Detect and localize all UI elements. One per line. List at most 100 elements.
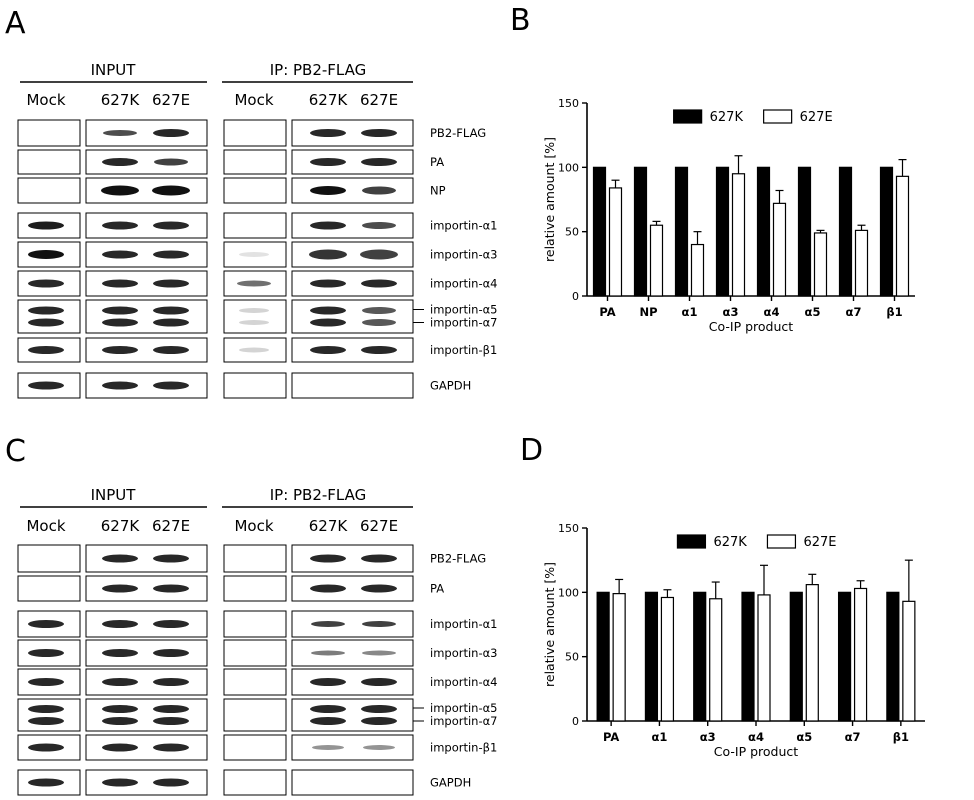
blot-strip-box bbox=[85, 299, 208, 334]
protein-band bbox=[102, 279, 138, 288]
protein-band bbox=[361, 279, 397, 288]
protein-band bbox=[102, 584, 138, 593]
protein-label: PB2-FLAG bbox=[430, 126, 486, 140]
blot-strip-box bbox=[223, 698, 287, 732]
protein-band bbox=[102, 778, 138, 787]
protein-band bbox=[153, 554, 189, 563]
blot-strip-box bbox=[223, 734, 287, 761]
lane-label: 627E bbox=[152, 91, 190, 109]
panel-label-c: C bbox=[5, 434, 26, 469]
protein-band bbox=[28, 306, 64, 315]
protein-band bbox=[153, 346, 189, 354]
lane-label: Mock bbox=[234, 91, 273, 109]
bar-627E bbox=[854, 229, 869, 297]
blot-strip-box bbox=[223, 212, 287, 239]
lane-label: Mock bbox=[26, 91, 65, 109]
blot-strip-box bbox=[223, 639, 287, 667]
blot-strip-box bbox=[17, 177, 81, 204]
protein-band bbox=[28, 649, 64, 657]
protein-band bbox=[362, 621, 396, 627]
x-axis-title: Co-IP product bbox=[714, 744, 798, 759]
panel-label-a: A bbox=[5, 6, 26, 41]
protein-band bbox=[153, 649, 189, 657]
blot-strip-box bbox=[291, 769, 414, 796]
protein-band bbox=[363, 745, 395, 750]
blot-strip-box bbox=[291, 299, 414, 334]
blot-strip-box bbox=[17, 698, 81, 732]
western-blot-c: INPUT IP: PB2-FLAG Mock 627K 627E Mock 627K 627… bbox=[17, 486, 498, 796]
protein-band bbox=[310, 584, 346, 593]
western-blot-a: INPUT IP: PB2-FLAG Mock 627K 627E Mock 627K 627… bbox=[17, 61, 498, 399]
blot-strip-box bbox=[17, 119, 81, 147]
bar-627K bbox=[693, 591, 707, 722]
bar-627E bbox=[731, 173, 746, 297]
lane-label: 627E bbox=[360, 91, 398, 109]
protein-band bbox=[28, 678, 64, 686]
blot-row bbox=[17, 610, 414, 638]
bar-627K bbox=[596, 591, 610, 722]
protein-band bbox=[362, 186, 396, 195]
blot-row bbox=[17, 698, 414, 732]
category-label: α5 bbox=[805, 305, 821, 319]
ip-header: IP: PB2-FLAG bbox=[270, 61, 367, 79]
lane-label: 627K bbox=[101, 91, 141, 109]
category-label: α4 bbox=[748, 730, 764, 744]
protein-label: PA bbox=[430, 155, 444, 169]
legend-swatch bbox=[763, 109, 793, 124]
protein-band bbox=[102, 717, 138, 725]
lane-label: 627K bbox=[309, 91, 349, 109]
category-label: α7 bbox=[846, 305, 862, 319]
y-tick-label: 50 bbox=[565, 651, 579, 664]
protein-band bbox=[28, 381, 64, 390]
protein-band bbox=[28, 778, 64, 787]
bar-627K bbox=[674, 166, 689, 297]
protein-label: importin-α3 bbox=[430, 248, 498, 262]
protein-band bbox=[310, 678, 346, 686]
protein-band bbox=[28, 620, 64, 628]
bar-627E bbox=[853, 587, 868, 722]
category-label: β1 bbox=[886, 305, 902, 319]
bar-627E bbox=[649, 224, 664, 297]
lane-label: 627E bbox=[152, 517, 190, 535]
blot-row bbox=[17, 241, 414, 268]
protein-band bbox=[310, 717, 346, 725]
protein-band bbox=[310, 158, 346, 166]
protein-band bbox=[361, 584, 397, 593]
protein-band bbox=[239, 347, 269, 353]
legend-swatch bbox=[673, 109, 703, 124]
blot-strip-box bbox=[85, 698, 208, 732]
protein-band bbox=[153, 678, 189, 686]
bar-627K bbox=[592, 166, 607, 297]
blot-strip-box bbox=[17, 299, 81, 334]
protein-band bbox=[102, 250, 138, 259]
lane-label: 627E bbox=[360, 517, 398, 535]
y-axis-title: relative amount [%] bbox=[542, 562, 557, 687]
protein-band bbox=[28, 743, 64, 752]
blot-c-protein-labels: PB2-FLAG PA importin-α1 importin-α3 importin… bbox=[413, 552, 498, 790]
protein-band bbox=[153, 318, 189, 327]
blot-strip-box bbox=[17, 544, 81, 573]
legend-label: 627K bbox=[710, 110, 744, 125]
protein-band bbox=[102, 318, 138, 327]
blot-strip-box bbox=[223, 769, 287, 796]
ip-header: IP: PB2-FLAG bbox=[270, 486, 367, 504]
protein-band bbox=[361, 129, 397, 137]
protein-band bbox=[361, 678, 397, 686]
blot-row bbox=[17, 212, 414, 239]
protein-band bbox=[153, 250, 189, 259]
protein-band bbox=[28, 318, 64, 327]
protein-band bbox=[311, 621, 345, 627]
protein-label: NP bbox=[430, 184, 446, 198]
blot-strip-box bbox=[223, 149, 287, 175]
bar-627E bbox=[895, 175, 910, 297]
protein-label: importin-α7 bbox=[430, 316, 498, 330]
bar-627E bbox=[709, 598, 723, 722]
protein-band bbox=[153, 129, 189, 137]
protein-band bbox=[102, 306, 138, 315]
protein-band bbox=[239, 308, 269, 313]
blot-strip-box bbox=[223, 119, 287, 147]
protein-band bbox=[362, 222, 396, 229]
protein-band bbox=[361, 705, 397, 713]
protein-band bbox=[153, 705, 189, 713]
